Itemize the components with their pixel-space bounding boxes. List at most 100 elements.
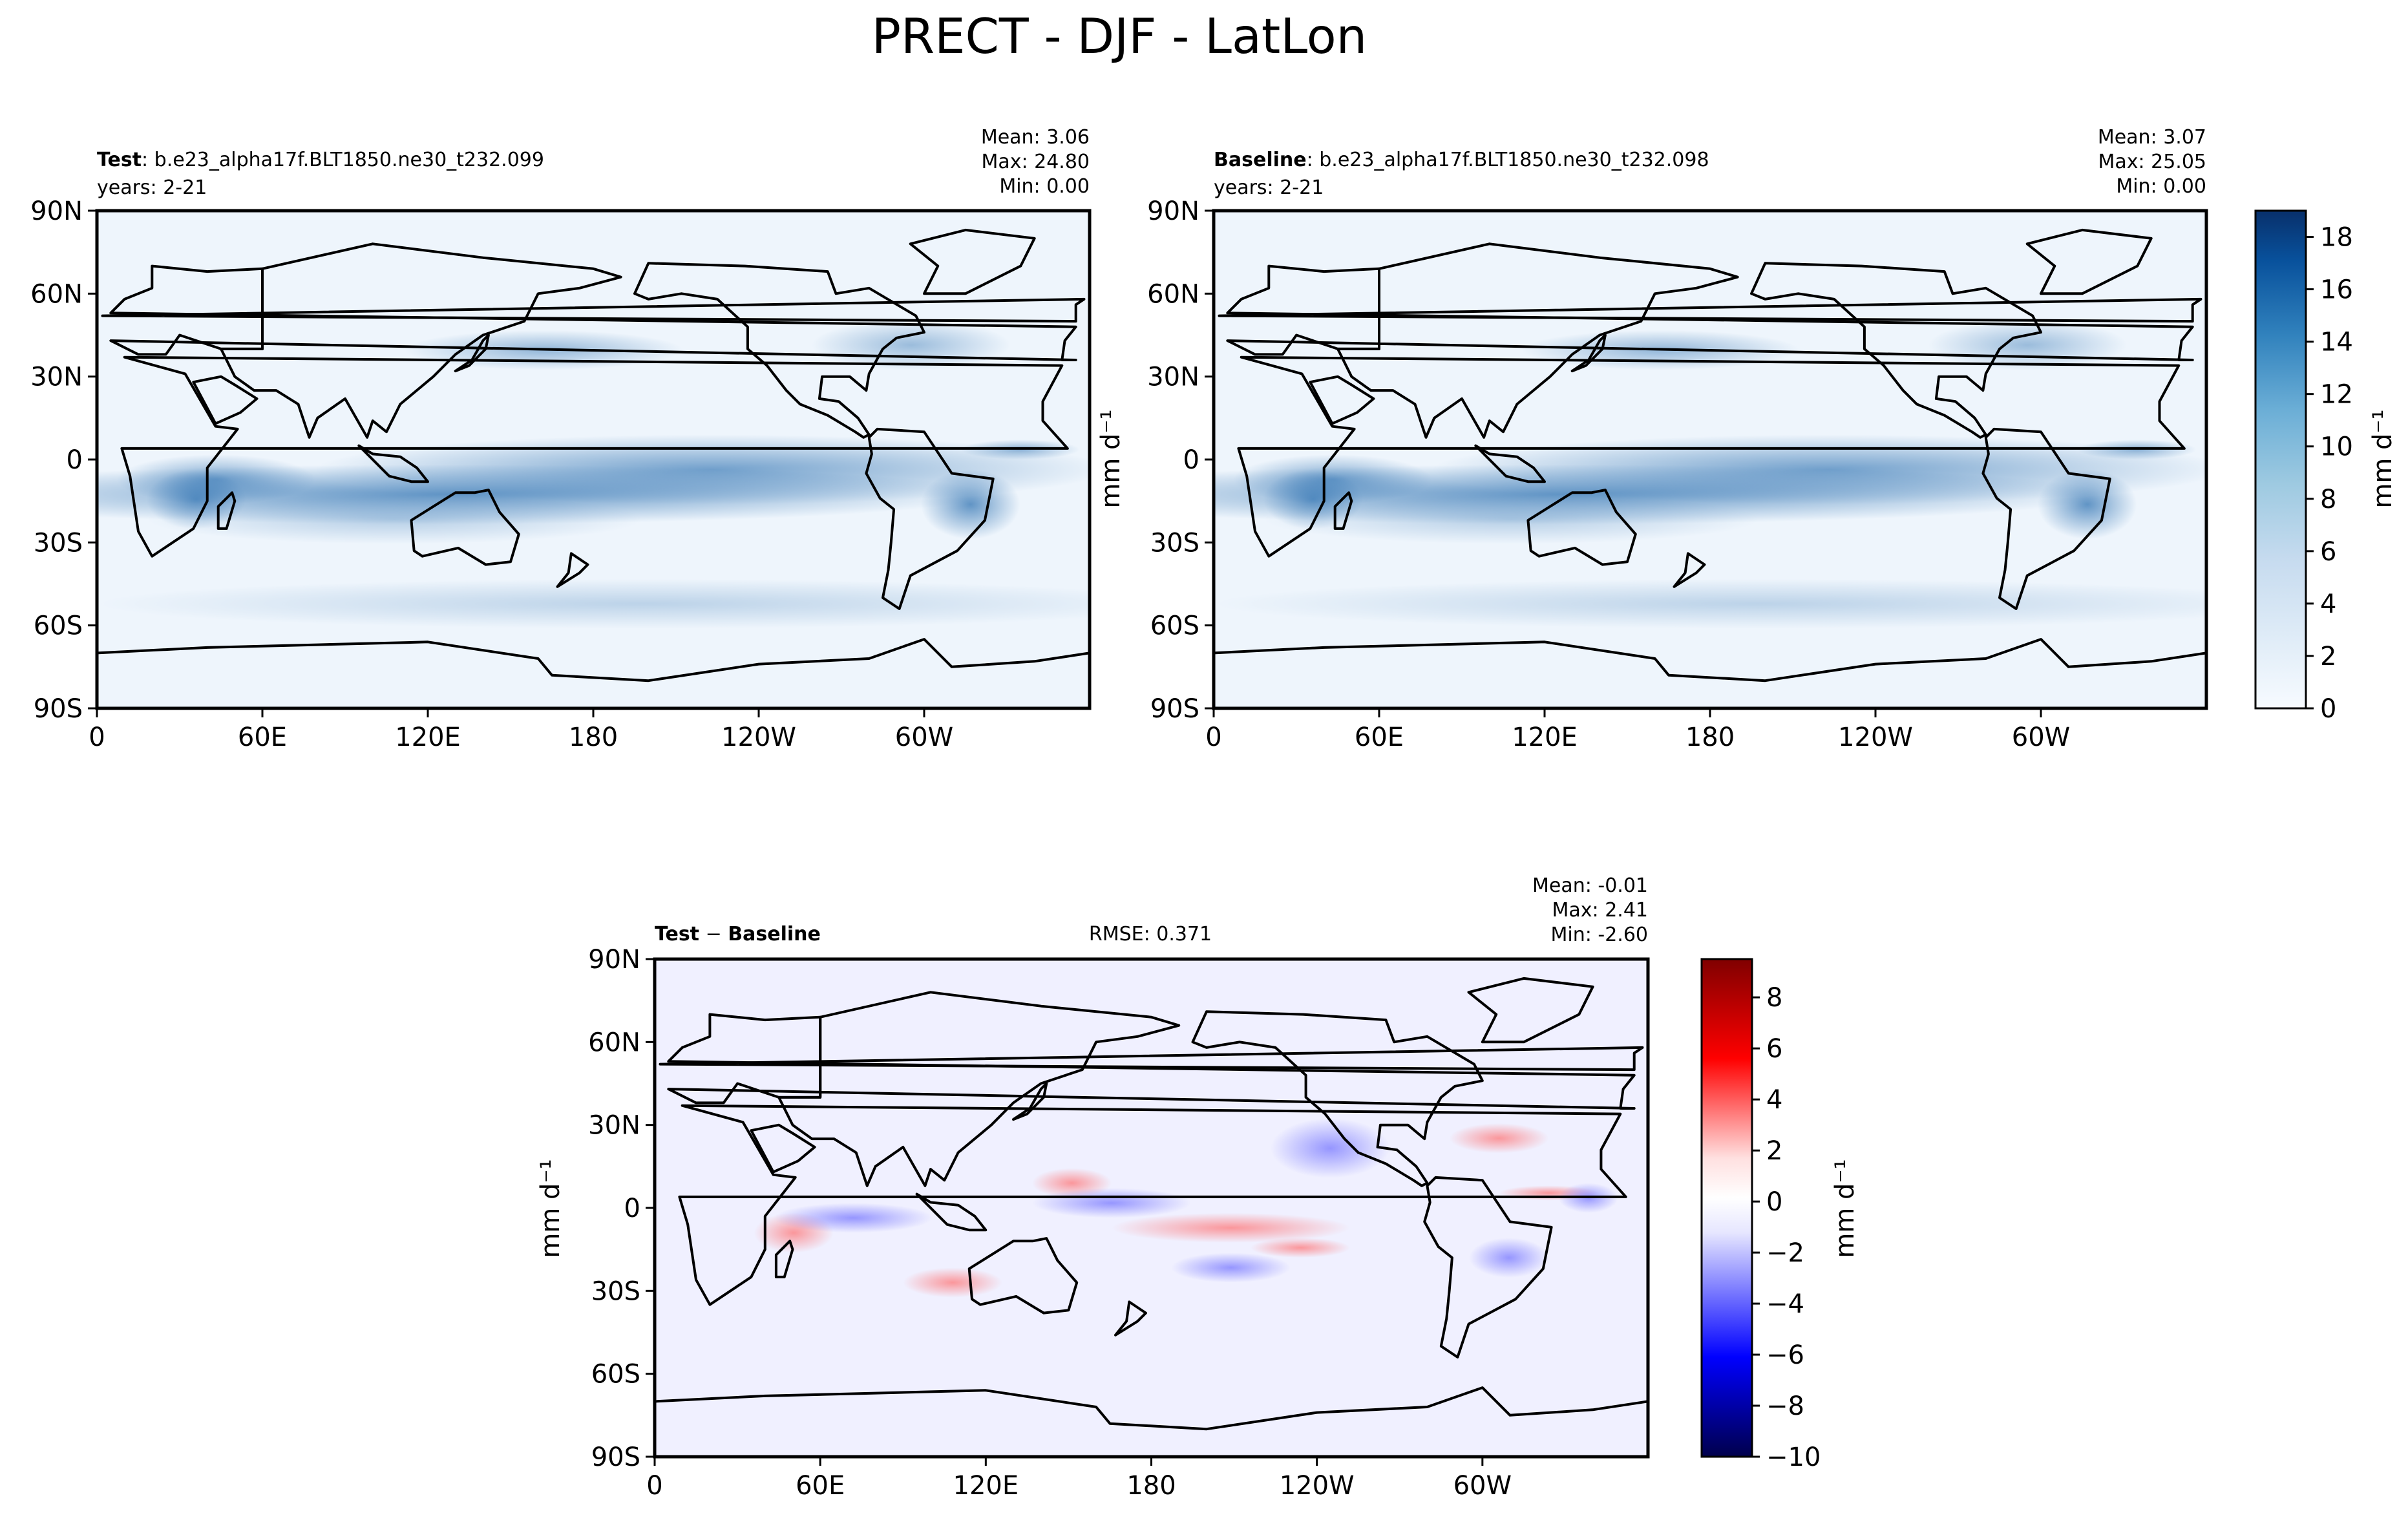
coastline-sam (1981, 427, 2111, 610)
coastline-arabia (192, 375, 259, 425)
colorbar-main-bar (2254, 209, 2307, 710)
coastline-madagascar (1333, 491, 1353, 530)
coastline-africa (678, 1104, 1627, 1306)
panel-diff-xaxis: 0 60E 120E 180 120W 60W (646, 1457, 1512, 1501)
coastline-nz (1673, 552, 1706, 588)
panel-test-years: years: 2-21 (97, 176, 207, 199)
panel-diff-coastlines (655, 977, 1648, 1431)
panel-test-max: Max: 24.80 (981, 151, 1090, 173)
coastline-antarctica (1214, 638, 2206, 682)
coastline-uk (1218, 297, 2202, 323)
coastline-nam (1191, 1010, 1484, 1187)
panel-test-xaxis: 0 60E 120E 180 120W 60W (89, 708, 953, 752)
x-tick-label: 120W (721, 723, 796, 752)
colorbar-tick-label: 0 (1766, 1187, 1782, 1217)
x-tick-label: 120W (1280, 1471, 1355, 1501)
panel-baseline-coastlines (1214, 228, 2206, 682)
colorbar-tick-label: −8 (1766, 1391, 1804, 1421)
panel-test-name: Test: b.e23_alpha17f.BLT1850.ne30_t232.0… (97, 149, 544, 171)
colorbar-tick-label: 8 (2320, 485, 2336, 514)
colorbar-diff-label: mm d⁻¹ (1830, 1159, 1860, 1258)
diff-negative-feature (774, 1203, 933, 1233)
y-tick-label: 60N (1147, 279, 1199, 309)
panel-test-coastlines (97, 228, 1090, 682)
colorbar-tick-label: 14 (2320, 328, 2353, 357)
colorbar-diff-bar (1700, 958, 1753, 1458)
panel-baseline-years: years: 2-21 (1214, 176, 1324, 199)
diff-positive-feature (903, 1267, 1002, 1298)
x-tick-label: 120E (953, 1471, 1019, 1501)
colorbar-tick-label: −2 (1766, 1238, 1804, 1268)
panel-baseline-name: Baseline: b.e23_alpha17f.BLT1850.ne30_t2… (1214, 149, 1709, 171)
coastline-greenland (909, 228, 1036, 295)
colorbar-tick-label: −4 (1766, 1289, 1804, 1319)
coastline-uk (659, 1046, 1644, 1072)
precip-feature (97, 578, 1090, 629)
y-tick-label: 30N (588, 1111, 640, 1141)
x-tick-label: 0 (89, 723, 105, 752)
coastline-arabia (750, 1123, 816, 1174)
panel-baseline-xaxis: 0 60E 120E 180 120W 60W (1205, 708, 2070, 752)
precip-feature (146, 494, 643, 544)
between-ylabel: mm d⁻¹ (1096, 409, 1126, 508)
colorbar-tick-label: 6 (2320, 537, 2336, 567)
colorbar-tick-label: −6 (1766, 1340, 1804, 1370)
coastline-antarctica (97, 638, 1090, 682)
coastline-australia (410, 489, 520, 566)
colorbar-tick-label: 2 (1766, 1136, 1782, 1166)
panel-diff-max: Max: 2.41 (1552, 899, 1648, 922)
y-tick-label: 30S (591, 1276, 640, 1306)
x-tick-label: 180 (569, 723, 618, 752)
panel-difference: Test − Baseline RMSE: 0.371 Mean: -0.01 … (588, 874, 1650, 1501)
coastline-australia (1526, 489, 1637, 566)
x-tick-label: 60E (238, 723, 287, 752)
colorbar-main: 0 2 4 6 8 10 12 14 16 18 mm d⁻¹ (2254, 209, 2398, 724)
y-tick-label: 30N (1147, 363, 1199, 392)
coastline-nz (1114, 1300, 1147, 1337)
colorbar-tick-label: 4 (1766, 1085, 1782, 1115)
colorbar-tick-label: 8 (1766, 983, 1782, 1013)
y-tick-label: 30S (34, 528, 83, 558)
coastline-madagascar (774, 1240, 794, 1278)
coastline-greenland (1467, 977, 1594, 1044)
colorbar-tick-label: 4 (2320, 589, 2336, 619)
colorbar-tick-label: 18 (2320, 223, 2353, 253)
coastline-asia (777, 991, 1181, 1187)
colorbar-tick-label: 16 (2320, 275, 2353, 305)
panel-test-mean: Mean: 3.06 (981, 126, 1090, 149)
y-tick-label: 90S (1150, 694, 1199, 724)
precip-feature (1214, 578, 2206, 629)
coastline-indonesia (915, 1192, 987, 1232)
coastline-madagascar (217, 491, 237, 530)
panel-diff-yaxis: 90N 60N 30N 0 30S 60S 90S (588, 945, 655, 1472)
y-tick-label: 30S (1150, 528, 1199, 558)
diff-positive-feature (1449, 1123, 1549, 1154)
diff-positive-feature (1112, 1212, 1350, 1243)
colorbar-diff-ticks: −10 −8 −6 −4 −2 0 2 4 6 8 (1752, 983, 1821, 1472)
coastline-africa (1237, 355, 2186, 558)
x-tick-label: 180 (1126, 1471, 1176, 1501)
coastline-nam (633, 262, 925, 439)
colorbar-tick-label: 2 (2320, 642, 2336, 671)
panel-diff-rmse: RMSE: 0.371 (1089, 923, 1212, 946)
colorbar-main-label: mm d⁻¹ (2368, 409, 2398, 508)
colorbar-tick-label: 12 (2320, 380, 2353, 410)
coastline-greenland (2025, 228, 2153, 295)
x-tick-label: 60W (1453, 1471, 1512, 1501)
y-tick-label: 60N (30, 279, 83, 309)
panel-test: Test: b.e23_alpha17f.BLT1850.ne30_t232.0… (30, 126, 1092, 752)
coastline-sam (865, 427, 995, 610)
y-tick-label: 0 (67, 445, 83, 475)
y-tick-label: 0 (1183, 445, 1199, 475)
y-tick-label: 60S (34, 611, 83, 641)
y-tick-label: 90N (588, 945, 640, 975)
coastline-japan (454, 333, 490, 373)
diff-negative-feature (1270, 1118, 1390, 1178)
coastline-indonesia (357, 444, 429, 483)
coastline-africa (120, 355, 1069, 558)
y-tick-label: 90N (30, 196, 83, 226)
x-tick-label: 0 (1205, 723, 1221, 752)
x-tick-label: 0 (646, 1471, 662, 1501)
panel-baseline-yaxis: 90N 60N 30N 0 30S 60S 90S (1147, 196, 1214, 724)
